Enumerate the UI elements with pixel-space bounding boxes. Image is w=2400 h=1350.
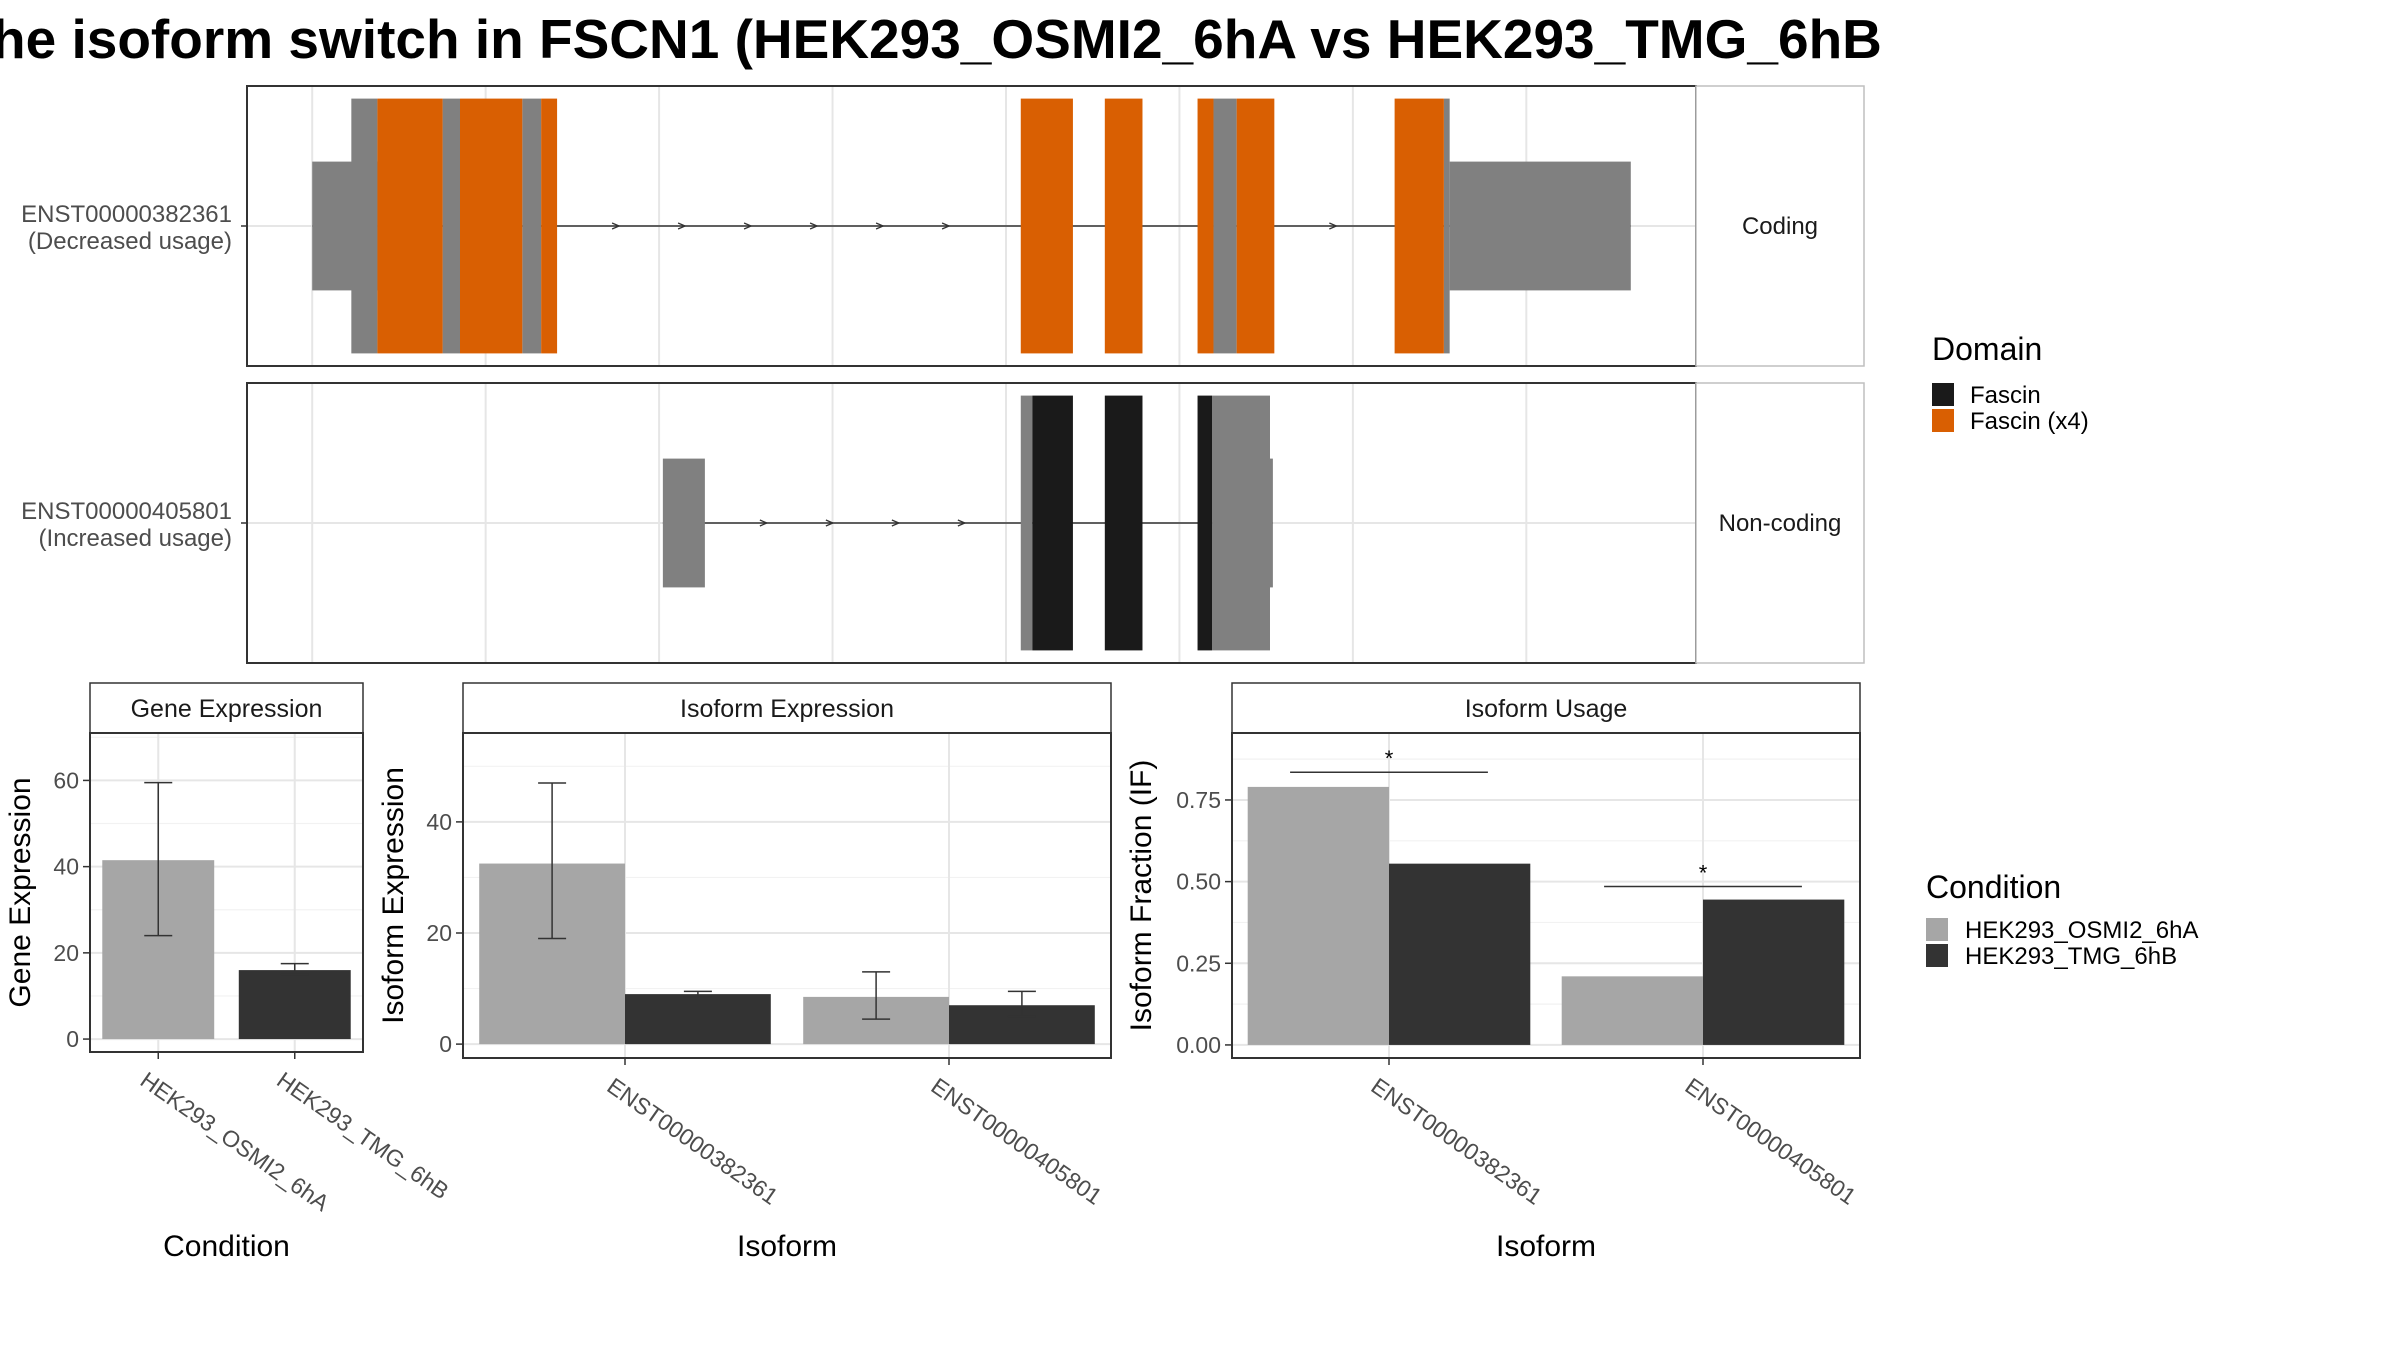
y-axis-title: Gene Expression — [4, 777, 37, 1007]
panel-strip-title: Isoform Expression — [680, 695, 894, 723]
bar — [1389, 863, 1531, 1045]
plot-frame — [1231, 732, 1861, 1059]
exon-cds — [1020, 395, 1033, 651]
exon-cds — [522, 98, 542, 354]
panel-strip-title: Gene Expression — [131, 695, 323, 723]
y-tick-label: 0.25 — [1176, 950, 1221, 976]
intron-arrow — [875, 222, 885, 230]
y-axis-title: Isoform Fraction (IF) — [1125, 760, 1158, 1032]
y-axis-title: Isoform Expression — [377, 767, 410, 1024]
intron-arrow — [941, 222, 951, 230]
condition-legend-swatch — [1926, 918, 1948, 941]
intron-arrow — [809, 222, 819, 230]
intron-arrow — [957, 519, 967, 527]
intron-arrow — [611, 222, 621, 230]
facet-strip — [1695, 382, 1865, 664]
isoform-expression-panel: Isoform Expression 0 20 40 ENST00000382361 EN… — [377, 682, 1112, 1263]
facet-label: Non-coding — [1719, 510, 1842, 537]
domain-segment — [1020, 98, 1073, 354]
exon-cds — [1213, 98, 1237, 354]
plot-frame — [462, 732, 1112, 1059]
x-axis-title: Condition — [163, 1230, 290, 1263]
intron-arrow — [1329, 222, 1338, 230]
domain-legend-title: Domain — [1932, 331, 2042, 367]
significance-star: * — [1699, 861, 1708, 886]
x-tick-label: ENST00000382361 — [1366, 1073, 1546, 1210]
domain-legend-label: Fascin (x4) — [1970, 408, 2089, 435]
transcript-usage-label: (Increased usage) — [39, 525, 232, 552]
domain-segment — [1104, 395, 1143, 651]
domain-segment — [1197, 395, 1213, 651]
x-tick-label: ENST00000382361 — [602, 1073, 782, 1210]
transcript-id-label: ENST00000405801 — [21, 498, 232, 525]
y-tick-label: 0 — [439, 1031, 452, 1057]
domain-segment — [541, 98, 558, 354]
intron-arrow — [677, 222, 687, 230]
exon-utr — [662, 458, 705, 588]
condition-legend-swatch — [1926, 944, 1948, 967]
panel-strip — [1231, 682, 1861, 734]
y-tick-label: 0.00 — [1176, 1032, 1221, 1058]
bar — [1561, 976, 1703, 1045]
domain-segment — [377, 98, 443, 354]
condition-legend-label: HEK293_OSMI2_6hA — [1965, 917, 2198, 944]
facet-strip — [1695, 85, 1865, 367]
y-tick-label: 60 — [53, 767, 79, 793]
intron-arrow — [825, 519, 835, 527]
y-tick-label: 0.50 — [1176, 869, 1221, 895]
exon-utr — [1269, 458, 1273, 588]
y-tick-label: 40 — [53, 854, 79, 880]
y-tick-label: 20 — [53, 940, 79, 966]
domain-legend-label: Fascin — [1970, 382, 2041, 409]
y-tick-label: 20 — [426, 920, 452, 946]
condition-legend-label: HEK293_TMG_6hB — [1965, 943, 2177, 970]
isoform-structure-panel: Coding ENST00000382361(Decreased usage) No… — [21, 85, 1865, 664]
domain-segment — [1104, 98, 1143, 354]
intron-arrow — [759, 519, 769, 527]
plot-frame — [89, 732, 364, 1053]
significance-star: * — [1385, 746, 1394, 771]
figure-title: he isoform switch in FSCN1 (HEK293_OSMI2… — [0, 8, 1882, 70]
domain-segment — [1197, 98, 1214, 354]
y-tick-label: 0.75 — [1176, 787, 1221, 813]
domain-segment — [1394, 98, 1444, 354]
panel-strip — [462, 682, 1112, 734]
x-axis-title: Isoform — [1496, 1230, 1596, 1263]
bar — [625, 994, 771, 1045]
transcript-id-label: ENST00000382361 — [21, 201, 232, 228]
bar — [1247, 786, 1389, 1045]
x-axis-title: Isoform — [737, 1230, 837, 1263]
domain-segment — [1032, 395, 1073, 651]
bar — [238, 970, 351, 1040]
bar — [1703, 899, 1845, 1045]
domain-legend-swatch — [1932, 409, 1954, 432]
domain-segment — [460, 98, 523, 354]
intron-arrow — [891, 519, 901, 527]
panel-strip-title: Isoform Usage — [1465, 695, 1628, 723]
panel-strip — [89, 682, 364, 734]
transcript-usage-label: (Decreased usage) — [28, 228, 232, 255]
y-tick-label: 0 — [66, 1026, 79, 1052]
x-tick-label: ENST00000405801 — [926, 1073, 1106, 1210]
facet-label: Coding — [1742, 213, 1818, 240]
domain-segment — [1236, 98, 1275, 354]
condition-legend-title: Condition — [1926, 869, 2061, 905]
exon-cds — [1212, 395, 1270, 651]
y-tick-label: 40 — [426, 809, 452, 835]
intron-arrow — [743, 222, 753, 230]
domain-legend-swatch — [1932, 383, 1954, 406]
exon-cds — [442, 98, 461, 354]
exon-cds — [351, 98, 378, 354]
x-tick-label: ENST00000405801 — [1680, 1073, 1860, 1210]
exon-utr — [1449, 161, 1631, 291]
exon-cds — [1443, 98, 1450, 354]
isoform-usage-panel: Isoform Usage * * 0.00 0.25 0.50 0.75 ENST00000… — [1125, 682, 1861, 1263]
